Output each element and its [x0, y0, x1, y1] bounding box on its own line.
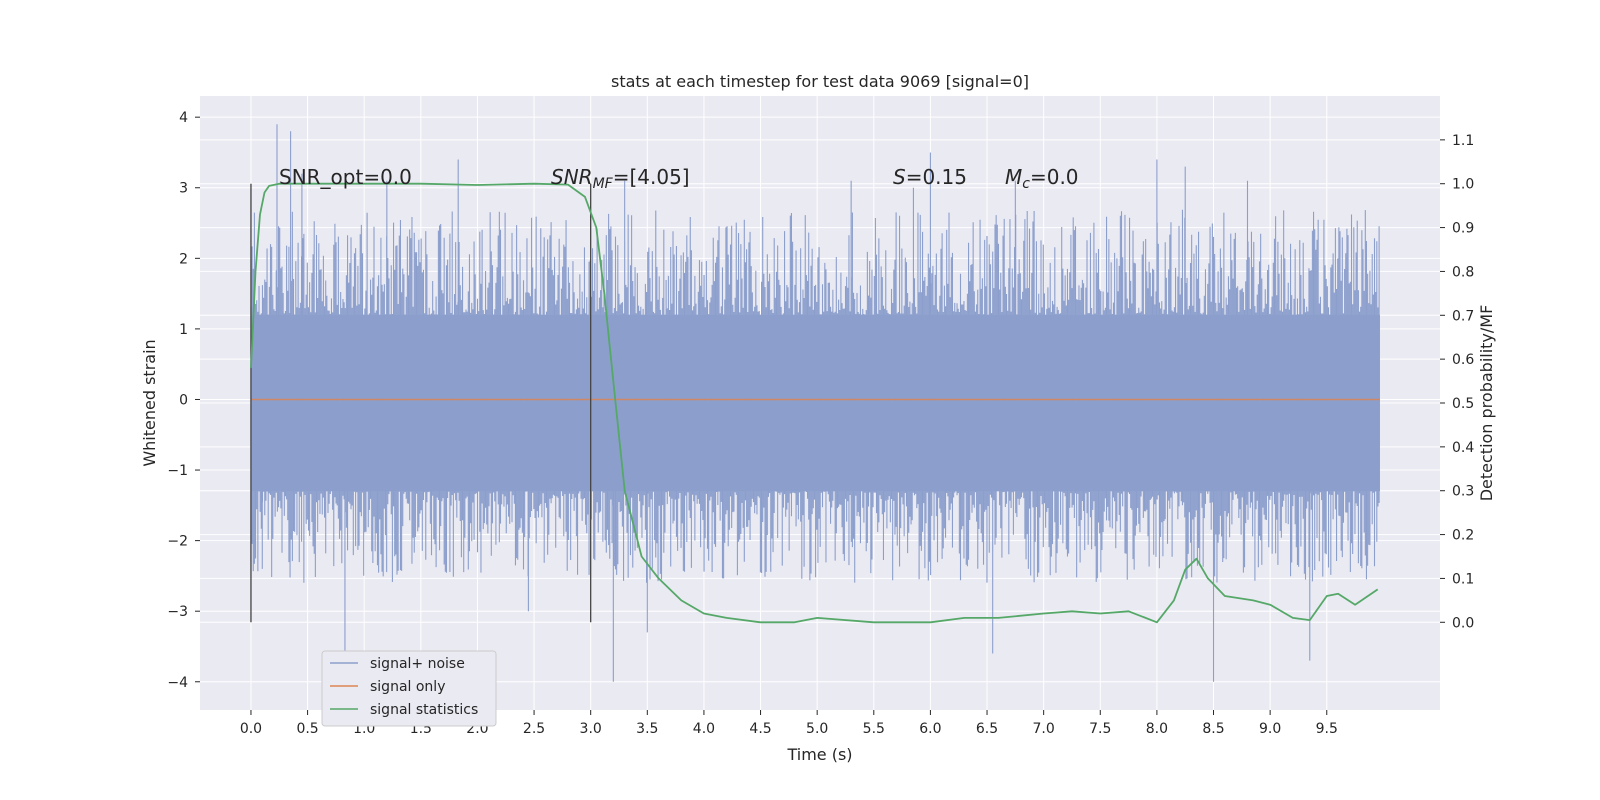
x-tick-label: 4.5	[749, 721, 771, 737]
y-tick-label: 0	[179, 392, 188, 408]
x-tick-label: 0.0	[240, 721, 262, 737]
signal-statistics-line	[250, 182, 1379, 624]
y-axis-label: Whitened strain	[140, 339, 159, 466]
y-tick-label: −4	[167, 675, 188, 691]
legend-label-noise: signal+ noise	[370, 656, 465, 672]
y-tick-label: −3	[167, 604, 188, 620]
annotation-mc-sub: c	[1022, 176, 1030, 192]
annotation-snr-mf-var: SNR	[551, 165, 593, 189]
y2-tick-label: 0.0	[1452, 615, 1474, 631]
y-tick-label: −2	[167, 534, 188, 550]
x-tick-label: 4.0	[693, 721, 715, 737]
x-tick-label: 3.0	[580, 721, 602, 737]
annotation-s: S=0.15	[893, 165, 967, 189]
y2-tick-label: 0.6	[1452, 352, 1474, 368]
y-tick-label: −1	[167, 463, 188, 479]
x-tick-label: 2.5	[523, 721, 545, 737]
annotation-s-value: =0.15	[906, 165, 967, 189]
y2-tick-label: 1.0	[1452, 177, 1474, 193]
annotation-snr-mf: SNRMF=[4.05]	[551, 165, 690, 192]
axis-ticks: 0.0 0.5 1.0 1.5 2.0 2.5 3.0 3.5 4.0 4.5 5.0 5.5 6.0 6…	[167, 110, 1474, 737]
y2-tick-label: 0.3	[1452, 484, 1474, 500]
legend-box	[321, 650, 497, 727]
x-tick-label: 8.5	[1202, 721, 1224, 737]
y2-tick-label: 0.5	[1452, 396, 1474, 412]
y2-tick-label: 1.1	[1452, 133, 1474, 149]
legend: signal+ noise signal only signal statist…	[321, 650, 497, 727]
annotation-mc-value: =0.0	[1030, 165, 1079, 189]
x-tick-label: 9.0	[1259, 721, 1281, 737]
y2-tick-label: 0.8	[1452, 264, 1474, 280]
y2-tick-label: 0.4	[1452, 440, 1474, 456]
annotation-snr-mf-sub: MF	[593, 176, 614, 192]
annotation-s-var: S	[893, 165, 906, 189]
x-tick-label: 6.0	[919, 721, 941, 737]
y-tick-label: 3	[179, 181, 188, 197]
vertical-markers	[250, 183, 592, 623]
y-tick-label: 1	[179, 322, 188, 338]
annotation-snr-opt: SNR_opt=0.0	[279, 165, 412, 189]
x-tick-label: 7.5	[1089, 721, 1111, 737]
y-tick-label: 4	[179, 110, 188, 126]
x-tick-label: 5.0	[806, 721, 828, 737]
chart-title: stats at each timestep for test data 906…	[611, 72, 1029, 91]
signal-statistics-trace	[250, 182, 1379, 624]
y-tick-label: 2	[179, 251, 188, 267]
y2-tick-label: 0.7	[1452, 308, 1474, 324]
legend-label-signal-only: signal only	[370, 679, 445, 695]
annotation-mc-var: M	[1005, 165, 1022, 189]
noise-trace	[250, 124, 1380, 682]
x-tick-label: 7.0	[1033, 721, 1055, 737]
x-tick-label: 8.0	[1146, 721, 1168, 737]
annotation-mc: Mc=0.0	[1005, 165, 1079, 192]
annotation-snr-mf-value: =[4.05]	[613, 165, 690, 189]
y2-tick-label: 0.2	[1452, 528, 1474, 544]
y2-axis-label: Detection probability/MF	[1477, 305, 1496, 502]
x-tick-label: 3.5	[636, 721, 658, 737]
x-tick-label: 0.5	[296, 721, 318, 737]
x-tick-label: 6.5	[976, 721, 998, 737]
y2-tick-label: 0.1	[1452, 571, 1474, 587]
x-tick-label: 5.5	[863, 721, 885, 737]
legend-label-statistics: signal statistics	[370, 702, 478, 718]
x-axis-label: Time (s)	[786, 745, 852, 764]
x-tick-label: 9.5	[1316, 721, 1338, 737]
y2-tick-label: 0.9	[1452, 221, 1474, 237]
